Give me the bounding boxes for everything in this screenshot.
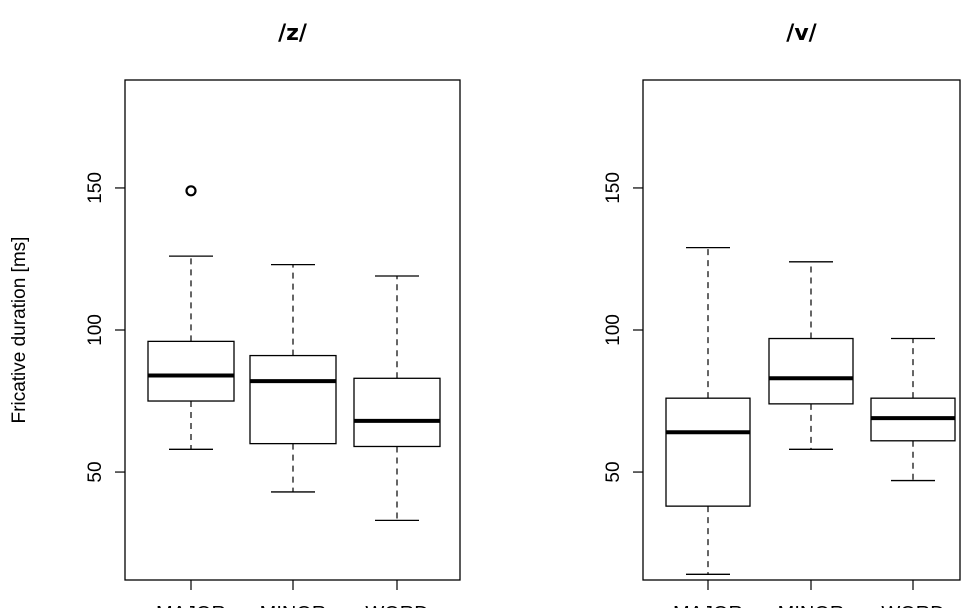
y-tick-label: 50 — [603, 461, 624, 482]
y-tick-label: 100 — [85, 314, 106, 346]
box-major — [665, 246, 751, 575]
box-minor — [249, 264, 337, 493]
x-tick-label: MINOR — [778, 603, 845, 608]
y-tick-label: 50 — [85, 461, 106, 482]
box-word — [870, 337, 956, 482]
chart-title: /z/ — [278, 21, 308, 46]
iqr-box — [768, 337, 854, 405]
chart-title: /v/ — [786, 21, 817, 46]
y-tick-label: 150 — [603, 172, 624, 204]
iqr-box — [665, 397, 751, 507]
iqr-box — [147, 340, 235, 402]
panel-2: /v/50 100 150 MAJOR MINOR WORD — [603, 21, 961, 608]
box-word — [353, 275, 441, 521]
x-tick-label: WORD — [881, 603, 944, 608]
x-tick-label: MINOR — [260, 603, 327, 608]
box-minor — [768, 261, 854, 450]
iqr-box — [249, 354, 337, 445]
x-tick-label: MAJOR — [673, 603, 743, 608]
panel-1: /z/50 100 150 Fricative duration [ms] MAJOR M… — [9, 21, 461, 608]
box-major — [147, 185, 235, 450]
y-axis-title: Fricative duration [ms] — [9, 237, 30, 424]
iqr-box — [353, 377, 441, 448]
outlier-point — [185, 185, 197, 197]
x-tick-label: WORD — [365, 603, 428, 608]
x-tick-label: MAJOR — [156, 603, 226, 608]
y-tick-label: 100 — [603, 314, 624, 346]
y-tick-label: 150 — [85, 172, 106, 204]
